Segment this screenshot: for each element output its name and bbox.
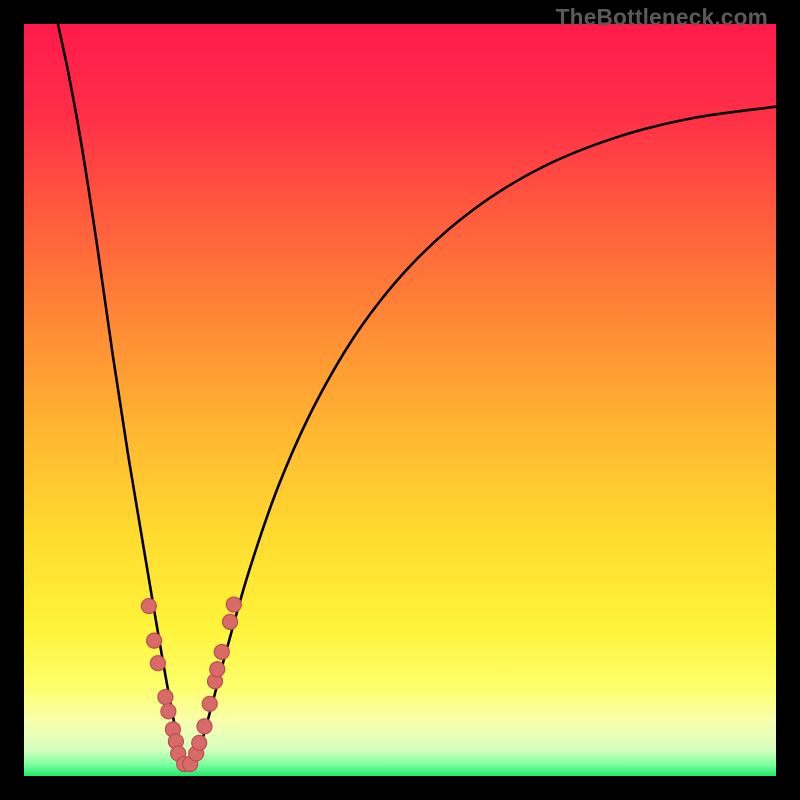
data-marker	[161, 704, 176, 719]
data-marker	[192, 735, 207, 750]
data-marker	[197, 719, 212, 734]
plot-area	[24, 24, 776, 776]
data-marker	[202, 696, 217, 711]
chart-svg	[24, 24, 776, 776]
data-marker	[210, 662, 225, 677]
data-marker	[147, 633, 162, 648]
data-marker	[150, 656, 165, 671]
data-marker	[214, 644, 229, 659]
watermark-text: TheBottleneck.com	[556, 4, 768, 31]
bottleneck-curve	[57, 24, 776, 769]
data-marker	[226, 597, 241, 612]
data-marker	[223, 614, 238, 629]
outer-frame: TheBottleneck.com	[0, 0, 800, 800]
data-marker	[141, 599, 156, 614]
data-marker	[158, 690, 173, 705]
